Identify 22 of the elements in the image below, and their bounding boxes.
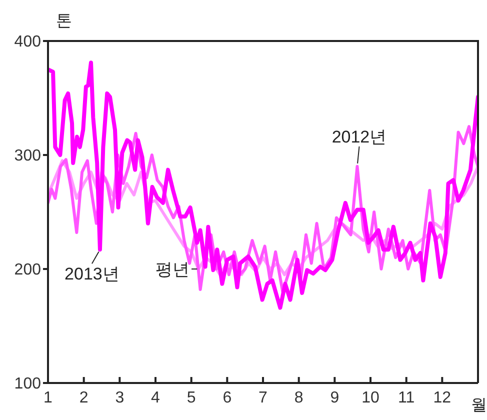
x-tick-label: 7 xyxy=(258,389,268,406)
line-series xyxy=(48,60,478,310)
x-tick-label: 10 xyxy=(362,389,380,406)
y-axis-title: 톤 xyxy=(56,13,72,30)
x-tick-label: 5 xyxy=(186,389,196,406)
x-tick-label: 2 xyxy=(79,389,88,406)
series-label: 2012년 xyxy=(332,127,387,146)
x-tick-label: 6 xyxy=(222,389,232,406)
x-axis-title: 월 xyxy=(471,397,487,414)
series-label: 평년 xyxy=(156,260,190,279)
x-tick-label: 9 xyxy=(330,389,340,406)
x-tick-label: 4 xyxy=(151,389,160,406)
x-tick-label: 11 xyxy=(398,389,415,406)
y-tick-label: 200 xyxy=(14,262,42,279)
y-tick-label: 400 xyxy=(14,34,42,51)
x-tick-label: 3 xyxy=(115,389,124,406)
y-tick-label: 100 xyxy=(14,376,42,393)
x-tick-label: 8 xyxy=(294,389,304,406)
x-tick-label: 1 xyxy=(44,389,53,406)
x-tick-label: 12 xyxy=(433,389,452,406)
series-label: 2013년 xyxy=(64,264,120,284)
y-tick-label: 300 xyxy=(14,148,42,165)
